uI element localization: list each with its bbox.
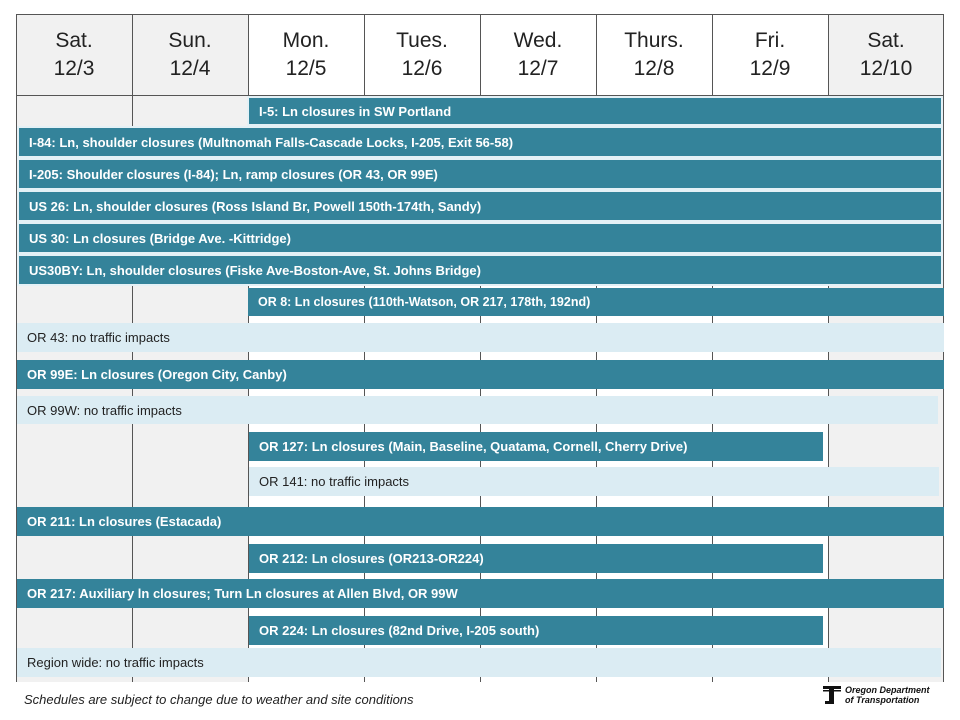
header-bottom-border xyxy=(16,95,944,96)
closure-bar-i205: I-205: Shoulder closures (I-84); Ln, ram… xyxy=(17,158,943,190)
closure-bar-us26: US 26: Ln, shoulder closures (Ross Islan… xyxy=(17,190,943,222)
header-cell: Wed. 12/7 xyxy=(480,14,596,95)
odot-logo-text: Oregon Department of Transportation xyxy=(845,685,930,705)
no-impact-bar-or141: OR 141: no traffic impacts xyxy=(249,467,939,496)
header-cell: Thurs. 12/8 xyxy=(596,14,712,95)
header-day: Tues. xyxy=(396,28,448,52)
header-cell: Fri. 12/9 xyxy=(712,14,828,95)
header-date: 12/3 xyxy=(53,56,95,80)
header-day: Mon. xyxy=(282,28,330,52)
header-date: 12/8 xyxy=(633,56,675,80)
logo-line-1: Oregon Department xyxy=(845,685,930,695)
closure-bar-us30by: US30BY: Ln, shoulder closures (Fiske Ave… xyxy=(17,254,943,286)
header-top-border xyxy=(16,14,944,15)
odot-t-icon xyxy=(823,686,841,704)
header-date: 12/5 xyxy=(285,56,327,80)
closure-bar-or224: OR 224: Ln closures (82nd Drive, I-205 s… xyxy=(249,616,823,645)
no-impact-bar-or43: OR 43: no traffic impacts xyxy=(17,323,944,352)
schedule-disclaimer: Schedules are subject to change due to w… xyxy=(24,692,414,707)
header-date: 12/4 xyxy=(169,56,211,80)
header-cell: Sat. 12/3 xyxy=(16,14,132,95)
header-day: Thurs. xyxy=(624,28,684,52)
header-cell: Mon. 12/5 xyxy=(248,14,364,95)
closure-bar-or212: OR 212: Ln closures (OR213-OR224) xyxy=(249,544,823,573)
no-impact-bar-region-wide: Region wide: no traffic impacts xyxy=(17,648,941,677)
header-cell: Tues. 12/6 xyxy=(364,14,480,95)
header-day: Sun. xyxy=(168,28,212,52)
header-day: Sat. xyxy=(867,28,905,52)
header-date: 12/6 xyxy=(401,56,443,80)
header-cell: Sat. 12/10 xyxy=(828,14,944,95)
header-day: Fri. xyxy=(754,28,786,52)
header-day: Sat. xyxy=(55,28,93,52)
closure-bar-or217: OR 217: Auxiliary ln closures; Turn Ln c… xyxy=(17,579,944,608)
header-cell: Sun. 12/4 xyxy=(132,14,248,95)
odot-logo: Oregon Department of Transportation xyxy=(822,685,930,705)
closure-bar-or127: OR 127: Ln closures (Main, Baseline, Qua… xyxy=(249,432,823,461)
closure-bar-or99e: OR 99E: Ln closures (Oregon City, Canby) xyxy=(17,360,944,389)
closure-bar-us30: US 30: Ln closures (Bridge Ave. -Kittrid… xyxy=(17,222,943,254)
closure-bar-or211: OR 211: Ln closures (Estacada) xyxy=(17,507,944,536)
closure-bar-i84: I-84: Ln, shoulder closures (Multnomah F… xyxy=(17,126,943,158)
header-day: Wed. xyxy=(513,28,563,52)
logo-line-2: of Transportation xyxy=(845,695,920,705)
closure-bar-or8: OR 8: Ln closures (110th-Watson, OR 217,… xyxy=(248,288,944,316)
header-date: 12/10 xyxy=(859,56,913,80)
header-date: 12/7 xyxy=(517,56,559,80)
no-impact-bar-or99w: OR 99W: no traffic impacts xyxy=(17,396,938,424)
closure-bar-i5: I-5: Ln closures in SW Portland xyxy=(247,96,943,126)
header-date: 12/9 xyxy=(749,56,791,80)
